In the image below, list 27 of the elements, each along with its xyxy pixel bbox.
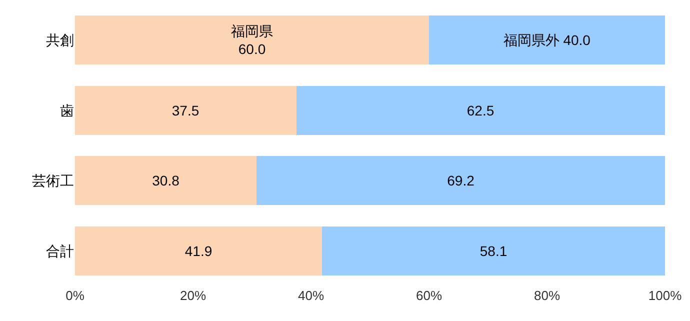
data-label: 69.2 bbox=[447, 172, 475, 189]
bar bbox=[75, 86, 296, 135]
bar bbox=[75, 16, 429, 65]
bar bbox=[322, 226, 665, 276]
x-tick-label: 80% bbox=[534, 288, 560, 303]
y-tick-label: 芸術工 bbox=[32, 172, 74, 189]
data-label: 37.5 bbox=[172, 102, 200, 118]
x-tick-label: 20% bbox=[180, 288, 206, 303]
series-label: 福岡県 bbox=[231, 23, 273, 40]
text: 福岡県外 40.0 bbox=[503, 32, 590, 48]
bar bbox=[429, 16, 665, 65]
x-tick-label: 100% bbox=[648, 288, 682, 303]
y-tick-label: 合計 bbox=[46, 242, 74, 259]
y-tick-label: 歯 bbox=[60, 102, 74, 118]
bar bbox=[296, 86, 665, 135]
data-label: 62.5 bbox=[466, 102, 494, 118]
x-tick-label: 0% bbox=[66, 288, 85, 303]
bar bbox=[256, 156, 665, 206]
y-tick-label: 共創 bbox=[46, 32, 74, 48]
data-label: 30.8 bbox=[152, 172, 180, 189]
data-label: 41.9 bbox=[184, 242, 212, 259]
data-label: 58.1 bbox=[480, 242, 508, 259]
x-tick-label: 60% bbox=[416, 288, 442, 303]
bar bbox=[75, 156, 257, 206]
x-tick-label: 40% bbox=[298, 288, 324, 303]
data-label: 60.0 bbox=[238, 41, 266, 58]
bar bbox=[75, 226, 322, 276]
